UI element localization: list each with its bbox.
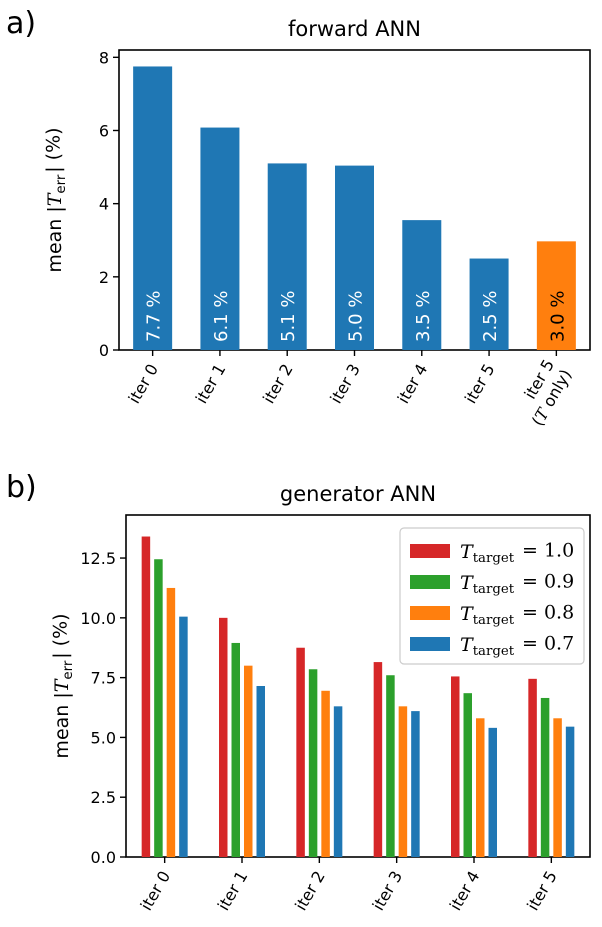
y-tick-label-a-2: 4 [99,195,109,214]
x-tick-label-a-4: iter 4 [394,361,432,407]
bar-b-s1-4 [463,693,472,857]
bar-label-a-1: 6.1 % [211,291,232,342]
y-tick-label-a-4: 8 [99,48,109,67]
bar-a-2 [267,163,307,350]
bar-b-s0-4 [451,676,460,857]
bar-b-s1-5 [540,697,550,857]
bar-b-s3-3 [411,711,420,857]
bar-b-s2-3 [398,706,408,857]
plot-frame-b [125,514,591,858]
bar-a-1 [200,127,240,350]
bar-label-a-3: 5.0 % [346,291,367,342]
x-tick-label-b-2: iter 2 [291,868,329,914]
bar-b-s0-1 [219,617,228,857]
legend-label-3: Ttarget = 0.7 [460,632,574,659]
panel-letter-a: a) [6,6,37,41]
y-tick-label-b-1: 2.5 [91,788,116,807]
y-tick-label-a-1: 2 [99,268,109,287]
bar-b-s3-4 [488,727,497,857]
bar-b-s3-2 [333,706,343,857]
legend-swatch-0 [410,544,450,558]
bar-a-4 [402,220,442,350]
x-tick-label-a-1: iter 1 [192,361,230,407]
bar-label-a-2: 5.1 % [278,291,299,342]
x-tick-label-b-4: iter 4 [446,868,484,914]
bar-b-s3-1 [256,686,265,857]
x-tick-label-a-2: iter 2 [259,361,297,407]
legend-label-2: Ttarget = 0.8 [460,601,574,628]
bar-b-s3-5 [565,726,575,857]
bar-b-s2-4 [476,718,485,857]
bar-a-5 [469,258,509,350]
bar-b-s2-0 [166,587,176,857]
legend-swatch-3 [410,637,450,651]
legend-swatch-1 [410,575,450,589]
chart-title-a: forward ANN [288,17,421,41]
x-tick-label-a-6: iter 5(T only) [511,356,576,429]
bar-a-6 [536,241,576,350]
y-axis-label-b: mean |Terr | (%) [49,613,76,758]
y-tick-label-a-0: 0 [99,341,109,360]
y-tick-label-a-3: 6 [99,121,109,140]
bar-b-s1-2 [308,669,318,857]
bar-b-s1-0 [154,559,163,857]
bar-b-s2-5 [553,718,562,857]
y-axis-label-a: mean |Terr | (%) [42,127,69,272]
bar-b-s1-3 [386,675,395,857]
legend-label-1: Ttarget = 0.9 [460,570,574,597]
bar-b-s0-0 [141,536,151,857]
x-tick-label-b-0: iter 0 [136,868,174,914]
bar-b-s0-2 [296,647,305,857]
x-tick-label-a-3: iter 3 [326,361,364,407]
bar-label-a-6: 3.0 % [547,291,568,342]
legend-swatch-2 [410,606,450,620]
y-tick-label-b-4: 10.0 [80,609,116,628]
bar-b-s3-0 [179,616,188,857]
bar-b-s0-3 [373,662,383,857]
y-tick-label-b-2: 5.0 [91,728,116,747]
bar-a-3 [335,165,374,350]
x-tick-label-b-1: iter 1 [214,868,252,914]
legend-box [399,527,585,665]
bar-label-a-0: 7.7 % [144,291,165,342]
x-tick-label-b-5: iter 5 [523,868,561,914]
y-tick-label-b-3: 7.5 [91,669,116,688]
y-tick-label-b-5: 12.5 [80,549,116,568]
bar-label-a-5: 2.5 % [480,291,501,342]
bar-b-s2-2 [321,690,330,857]
chart-title-b: generator ANN [280,482,436,506]
bar-b-s1-1 [231,642,240,857]
bar-b-s0-5 [528,678,537,857]
legend-label-0: Ttarget = 1.0 [460,539,574,566]
x-tick-label-a-0: iter 0 [124,361,162,407]
y-tick-label-b-0: 0.0 [91,848,116,867]
bar-b-s2-1 [244,665,253,857]
bar-label-a-4: 3.5 % [413,291,434,342]
x-tick-label-a-5: iter 5 [461,361,499,407]
panel-letter-b: b) [6,470,37,505]
bar-a-0 [133,66,173,351]
x-tick-label-b-3: iter 3 [368,868,406,914]
